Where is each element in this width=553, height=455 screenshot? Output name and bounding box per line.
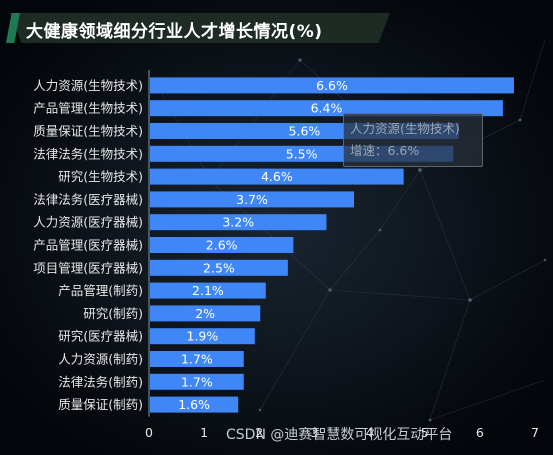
chart-title: 大健康领域细分行业人才增长情况(%) (26, 22, 323, 42)
x-tick-label: 3 (310, 425, 318, 440)
value-label: 1.7% (181, 374, 213, 389)
category-label: 项目管理(医疗器械) (33, 260, 143, 275)
value-label: 5.6% (289, 124, 321, 139)
category-label: 质量保证(生物技术) (33, 124, 143, 139)
value-label: 4.6% (261, 169, 293, 184)
bar[interactable] (150, 351, 244, 367)
value-label: 1.7% (181, 352, 213, 367)
value-label: 5.5% (286, 146, 318, 161)
bar[interactable] (150, 259, 288, 276)
title-bar-shape (10, 13, 390, 43)
bar[interactable] (150, 191, 355, 208)
x-tick-label: 2 (255, 425, 263, 440)
bar[interactable] (150, 237, 294, 253)
category-label: 法律法务(生物技术) (33, 146, 143, 161)
category-label: 产品管理(生物技术) (33, 101, 143, 116)
bar[interactable] (150, 77, 514, 94)
category-label: 产品管理(医疗器械) (33, 238, 143, 253)
category-label: 法律法务(制药) (58, 374, 143, 389)
bar[interactable] (150, 168, 404, 185)
watermark: CSDN @迪赛智慧数可视化互动平台 (226, 427, 453, 443)
tooltip-name: 人力资源(生物技术) (350, 121, 460, 136)
bar[interactable] (150, 396, 239, 413)
value-label: 2.5% (203, 260, 235, 275)
value-label: 6.6% (316, 78, 348, 93)
x-tick-label: 0 (145, 425, 153, 440)
chart-tooltip: 人力资源(生物技术) 增速：6.6% (343, 113, 483, 167)
value-label: 2% (195, 306, 215, 321)
bar[interactable] (150, 373, 244, 390)
value-label: 3.7% (236, 192, 268, 207)
value-label: 2.6% (206, 238, 238, 253)
bar[interactable] (150, 282, 266, 299)
tooltip-value: 增速：6.6% (350, 143, 420, 158)
bar[interactable] (150, 100, 503, 117)
x-tick-label: 4 (366, 425, 374, 440)
bar[interactable] (150, 328, 255, 345)
category-label: 人力资源(医疗器械) (33, 215, 143, 230)
category-label: 人力资源(制药) (58, 352, 143, 367)
value-label: 2.1% (192, 283, 224, 298)
bar[interactable] (150, 214, 327, 231)
category-label: 人力资源(生物技术) (33, 78, 143, 93)
category-label: 研究(医疗器械) (58, 329, 143, 344)
value-label: 3.2% (222, 215, 254, 230)
value-label: 1.9% (187, 329, 219, 344)
category-label: 产品管理(制药) (58, 283, 143, 298)
category-label: 研究(生物技术) (58, 169, 143, 184)
category-label: 研究(制药) (83, 306, 143, 321)
category-label: 法律法务(医疗器械) (33, 192, 143, 207)
category-label: 质量保证(制药) (58, 397, 143, 412)
x-tick-label: 6 (476, 425, 484, 440)
value-label: 6.4% (311, 101, 343, 116)
value-label: 1.6% (178, 397, 210, 412)
x-tick-label: 1 (200, 425, 208, 440)
x-tick-label: 5 (421, 425, 429, 440)
x-tick-label: 7 (531, 425, 539, 440)
title-banner: 大健康领域细分行业人才增长情况(%) (0, 8, 553, 48)
bar[interactable] (150, 305, 261, 322)
